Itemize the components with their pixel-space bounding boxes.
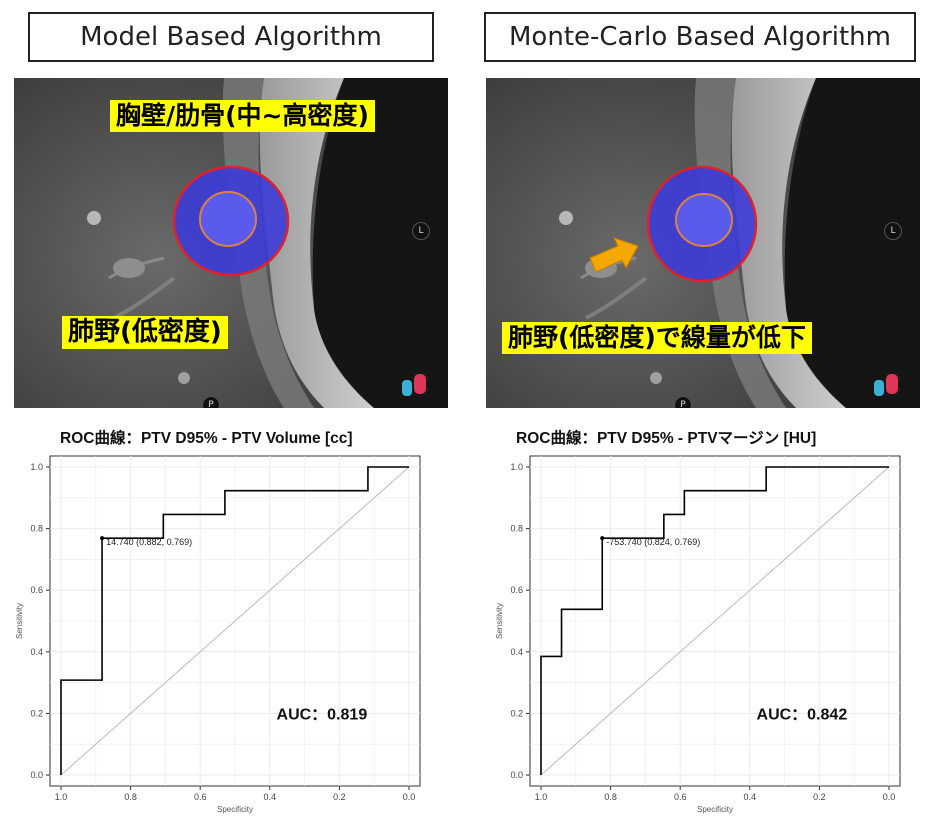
- x-tick-label: 0.6: [674, 792, 687, 802]
- y-tick-label: 0.6: [30, 585, 43, 595]
- roc-curve: [60, 466, 409, 775]
- ct-image-monte-carlo: 肺野(低密度)で線量が低下 L P: [486, 78, 920, 408]
- threshold-point: [100, 536, 105, 541]
- x-tick-label: 0.4: [264, 792, 277, 802]
- x-tick-label: 0.0: [403, 792, 416, 802]
- arrow-icon: [589, 237, 639, 273]
- ct-image-model-based: 胸壁/肋骨(中~高密度) 肺野(低密度) L P: [14, 78, 448, 408]
- panel-title-monte-carlo: Monte-Carlo Based Algorithm: [484, 12, 916, 62]
- label-lung-field-dose-drop: 肺野(低密度)で線量が低下: [502, 322, 812, 354]
- threshold-label: -753.740 (0.824, 0.769): [606, 537, 700, 547]
- roc-chart-left: 1.0 0.8 0.6 0.4 0.2 0.0 0.0 0.2 0.4 0.6 0.8 1.0 Spec…: [15, 455, 421, 814]
- x-axis-label: Specificity: [697, 805, 733, 814]
- x-tick-label: 0.6: [194, 792, 207, 802]
- x-tick-label: 0.0: [883, 792, 896, 802]
- threshold-label: 14.740 (0.882, 0.769): [106, 537, 192, 547]
- y-tick-label: 0.6: [510, 585, 523, 595]
- y-tick-label: 1.0: [30, 462, 43, 472]
- roc-chart-right: 1.0 0.8 0.6 0.4 0.2 0.0 0.0 0.2 0.4 0.6 0.8 1.0 Spec…: [495, 455, 901, 814]
- label-lung-field: 肺野(低密度): [62, 316, 228, 349]
- diagonal-reference-line: [540, 466, 890, 776]
- y-tick-label: 0.2: [30, 708, 43, 718]
- y-tick-label: 0.8: [30, 524, 43, 534]
- y-tick-label: 0.2: [510, 708, 523, 718]
- diagonal-reference-line: [60, 466, 410, 776]
- y-axis-label: Sensitivity: [15, 603, 24, 639]
- roc-title-left: ROC曲線：PTV D95% - PTV Volume [cc]: [60, 430, 353, 447]
- x-tick-label: 0.8: [124, 792, 137, 802]
- y-tick-label: 1.0: [510, 462, 523, 472]
- threshold-point: [600, 536, 605, 541]
- y-tick-label: 0.4: [510, 647, 523, 657]
- label-chest-wall-rib: 胸壁/肋骨(中~高密度): [110, 100, 375, 132]
- y-tick-label: 0.8: [510, 524, 523, 534]
- orientation-marker-p: P: [674, 396, 692, 408]
- ct-scan-graphic: [486, 78, 920, 408]
- x-tick-label: 1.0: [535, 792, 548, 802]
- x-tick-label: 0.2: [333, 792, 346, 802]
- roc-curve: [540, 466, 889, 775]
- roc-title-right: ROC曲線：PTV D95% - PTVマージン [HU]: [516, 430, 817, 447]
- orientation-marker-l: L: [884, 222, 902, 240]
- y-tick-label: 0.0: [510, 770, 523, 780]
- orientation-marker-l: L: [412, 222, 430, 240]
- auc-annotation: AUC：0.819: [277, 706, 368, 723]
- auc-annotation: AUC：0.842: [757, 706, 848, 723]
- x-tick-label: 0.8: [604, 792, 617, 802]
- x-tick-label: 1.0: [55, 792, 68, 802]
- x-tick-label: 0.4: [744, 792, 757, 802]
- orientation-marker-p: P: [202, 396, 220, 408]
- y-tick-label: 0.4: [30, 647, 43, 657]
- y-axis-label: Sensitivity: [495, 603, 504, 639]
- y-tick-label: 0.0: [30, 770, 43, 780]
- x-axis-label: Specificity: [217, 805, 253, 814]
- x-tick-label: 0.2: [813, 792, 826, 802]
- panel-title-model-based: Model Based Algorithm: [28, 12, 434, 62]
